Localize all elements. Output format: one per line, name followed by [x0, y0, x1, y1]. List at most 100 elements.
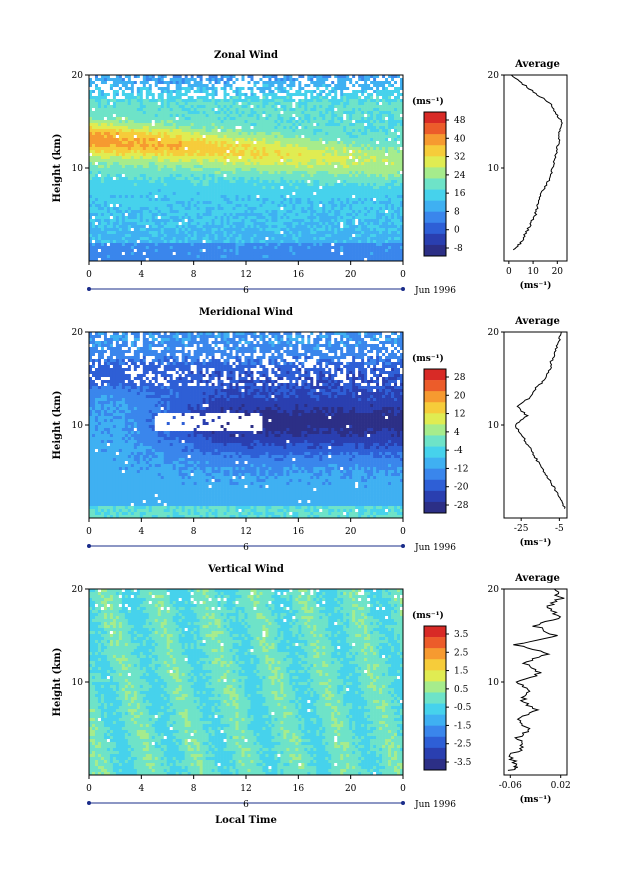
heatmap-cell: [104, 252, 107, 255]
heatmap-cell: [218, 219, 221, 222]
heatmap-cell: [146, 219, 149, 222]
heatmap-cell: [298, 84, 301, 87]
heatmap-cell: [313, 177, 316, 180]
heatmap-cell: [304, 162, 307, 165]
heatmap-cell: [328, 90, 331, 93]
heatmap-cell: [215, 183, 218, 186]
heatmap-cell: [212, 183, 215, 186]
heatmap-cell: [286, 252, 289, 255]
heatmap-cell: [256, 153, 259, 156]
heatmap-cell: [310, 222, 313, 225]
heatmap-cell: [98, 111, 101, 114]
heatmap-cell: [164, 225, 167, 228]
heatmap-cell: [146, 117, 149, 120]
heatmap-cell: [167, 183, 170, 186]
heatmap-cell: [107, 93, 110, 96]
heatmap-cell: [119, 99, 122, 102]
heatmap-cell: [268, 90, 271, 93]
heatmap-cell: [116, 195, 119, 198]
heatmap-cell: [98, 207, 101, 210]
heatmap-cell: [167, 147, 170, 150]
heatmap-cell: [218, 222, 221, 225]
heatmap-cell: [289, 237, 292, 240]
heatmap-cell: [230, 114, 233, 117]
heatmap-cell: [137, 201, 140, 204]
heatmap-cell: [140, 93, 143, 96]
heatmap-cell: [224, 111, 227, 114]
heatmap-cell: [179, 186, 182, 189]
heatmap-cell: [152, 87, 155, 90]
heatmap-cell: [242, 249, 245, 252]
heatmap-cell: [140, 153, 143, 156]
heatmap-cell: [325, 90, 328, 93]
heatmap-cell: [185, 237, 188, 240]
heatmap-cell: [295, 252, 298, 255]
heatmap-cell: [206, 120, 209, 123]
heatmap-cell: [242, 177, 245, 180]
heatmap-cell: [158, 84, 161, 87]
heatmap-cell: [191, 201, 194, 204]
heatmap-cell: [134, 225, 137, 228]
heatmap-cell: [101, 192, 104, 195]
heatmap-cell: [316, 177, 319, 180]
heatmap-cell: [134, 177, 137, 180]
heatmap-cell: [158, 90, 161, 93]
heatmap-cell: [131, 201, 134, 204]
heatmap-cell: [143, 150, 146, 153]
heatmap-cell: [316, 189, 319, 192]
heatmap-cell: [236, 135, 239, 138]
heatmap-cell: [122, 144, 125, 147]
heatmap-cell: [325, 96, 328, 99]
heatmap-cell: [209, 186, 212, 189]
heatmap-cell: [265, 138, 268, 141]
heatmap-cell: [248, 144, 251, 147]
heatmap-cell: [140, 216, 143, 219]
heatmap-cell: [143, 180, 146, 183]
heatmap-cell: [245, 183, 248, 186]
heatmap-cell: [209, 114, 212, 117]
heatmap-cell: [167, 105, 170, 108]
heatmap-cell: [197, 126, 200, 129]
heatmap-cell: [140, 186, 143, 189]
heatmap-cell: [277, 207, 280, 210]
heatmap-cell: [310, 120, 313, 123]
heatmap-cell: [283, 231, 286, 234]
heatmap-cell: [298, 210, 301, 213]
heatmap-cell: [164, 183, 167, 186]
heatmap-cell: [245, 102, 248, 105]
heatmap-cell: [233, 96, 236, 99]
heatmap-cell: [143, 216, 146, 219]
heatmap-cell: [304, 114, 307, 117]
heatmap-cell: [310, 228, 313, 231]
heatmap-cell: [200, 234, 203, 237]
heatmap-cell: [268, 87, 271, 90]
heatmap-cell: [149, 90, 152, 93]
heatmap-cell: [98, 252, 101, 255]
heatmap-cell: [218, 225, 221, 228]
heatmap-cell: [104, 147, 107, 150]
heatmap-cell: [119, 255, 122, 258]
heatmap-cell: [182, 138, 185, 141]
heatmap-cell: [236, 186, 239, 189]
heatmap-cell: [325, 159, 328, 162]
heatmap-cell: [92, 252, 95, 255]
heatmap-cell: [185, 147, 188, 150]
heatmap-cell: [301, 81, 304, 84]
heatmap-cell: [95, 147, 98, 150]
heatmap-cell: [245, 171, 248, 174]
heatmap-cell: [122, 87, 125, 90]
heatmap-cell: [209, 117, 212, 120]
heatmap-cell: [304, 207, 307, 210]
heatmap-cell: [107, 243, 110, 246]
heatmap-cell: [182, 243, 185, 246]
heatmap-cell: [92, 204, 95, 207]
heatmap-cell: [253, 120, 256, 123]
heatmap-cell: [125, 153, 128, 156]
heatmap-cell: [227, 222, 230, 225]
heatmap-cell: [206, 144, 209, 147]
heatmap-cell: [113, 225, 116, 228]
heatmap-cell: [295, 129, 298, 132]
heatmap-cell: [227, 174, 230, 177]
heatmap-cell: [236, 108, 239, 111]
heatmap-cell: [128, 213, 131, 216]
